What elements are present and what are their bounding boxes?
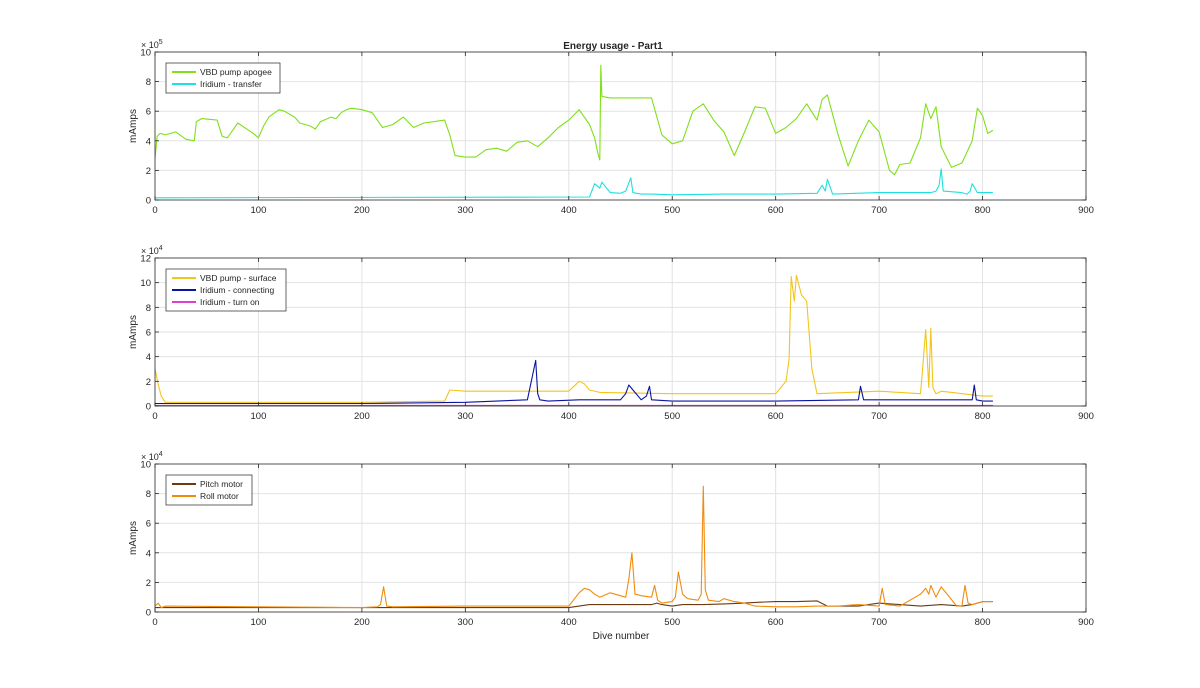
x-tick-label: 500 [664, 205, 680, 216]
x-tick-label: 400 [561, 205, 577, 216]
y-axis-label: mAmps [128, 315, 139, 349]
x-tick-label: 900 [1078, 205, 1094, 216]
x-tick-label: 200 [354, 205, 370, 216]
series-line-iridium-transfer [155, 168, 993, 199]
y-axis-label: mAmps [128, 109, 139, 143]
series-group [155, 274, 993, 406]
x-tick-label: 200 [354, 617, 370, 628]
legend: VBD pump - surface Iridium - connecting Ir… [165, 268, 287, 312]
x-tick-label: 700 [871, 205, 887, 216]
x-tick-label: 500 [664, 411, 680, 422]
legend-entry-label: VBD pump - surface [200, 273, 277, 283]
x-tick-label: 400 [561, 411, 577, 422]
y-tick-label: 4 [146, 548, 151, 559]
y-tick-label: 6 [146, 107, 151, 118]
y-tick-label: 0 [146, 402, 151, 413]
y-tick-label: 10 [140, 460, 151, 471]
plot-area [155, 464, 1086, 612]
figure-title: Energy usage - Part1 [563, 41, 663, 52]
y-tick-label: 8 [146, 489, 151, 500]
x-tick-label: 400 [561, 617, 577, 628]
x-tick-label: 300 [457, 205, 473, 216]
x-tick-label: 800 [975, 411, 991, 422]
plot-area [155, 52, 1086, 200]
x-tick-label: 100 [251, 411, 267, 422]
x-tick-label: 100 [251, 205, 267, 216]
axes-box [154, 51, 1087, 201]
x-tick-label: 600 [768, 205, 784, 216]
y-exponent-label: × 104 [141, 451, 163, 462]
y-tick-label: 6 [146, 328, 151, 339]
series-line-vbd-pump-apogee [155, 64, 994, 176]
y-axis-label: mAmps [128, 521, 139, 555]
x-tick-label: 700 [871, 411, 887, 422]
x-tick-label: 300 [457, 617, 473, 628]
legend-entry-label: VBD pump apogee [200, 67, 272, 77]
axes-box [154, 463, 1087, 613]
x-tick-label: 0 [152, 205, 157, 216]
legend-entry-label: Roll motor [200, 491, 239, 501]
x-tick-label: 600 [768, 617, 784, 628]
y-tick-label: 8 [146, 77, 151, 88]
x-tick-label: 900 [1078, 411, 1094, 422]
x-tick-label: 0 [152, 617, 157, 628]
legend-entry-label: Iridium - connecting [200, 285, 274, 295]
y-tick-label: 12 [140, 254, 151, 265]
legend-box [165, 474, 253, 506]
x-axis-label: Dive number [593, 631, 650, 642]
y-tick-label: 2 [146, 578, 151, 589]
x-tick-label: 600 [768, 411, 784, 422]
series-group [155, 485, 993, 609]
y-tick-label: 10 [140, 278, 151, 289]
legend: Pitch motor Roll motor [165, 474, 253, 506]
series-line-vbd-pump-surface [155, 274, 993, 403]
series-line-roll-motor [155, 485, 993, 609]
series-group [155, 64, 994, 199]
legend-box [165, 62, 281, 94]
y-tick-label: 4 [146, 136, 151, 147]
y-tick-label: 0 [146, 608, 151, 619]
chart-panel-1: 0 100 200 300 400 500 600 700 800 900 0 2 4 6 8 10× 105… [128, 39, 1094, 216]
chart-panel-2: 0 100 200 300 400 500 600 700 800 900 0 2 4 6 8 10 12× 1… [128, 245, 1094, 422]
legend-entry-label: Pitch motor [200, 479, 243, 489]
y-tick-label: 4 [146, 352, 151, 363]
y-exponent-label: × 105 [141, 39, 163, 50]
legend-entry-label: Iridium - transfer [200, 79, 262, 89]
legend-entry-label: Iridium - turn on [200, 297, 260, 307]
x-tick-label: 500 [664, 617, 680, 628]
y-exponent-label: × 104 [141, 245, 163, 256]
x-tick-label: 0 [152, 411, 157, 422]
x-tick-label: 800 [975, 205, 991, 216]
x-tick-label: 700 [871, 617, 887, 628]
y-tick-label: 2 [146, 166, 151, 177]
y-tick-label: 2 [146, 377, 151, 388]
chart-panel-3: 0 100 200 300 400 500 600 700 800 900 0 2 4 6 8 10× 104… [128, 451, 1094, 628]
y-tick-label: 10 [140, 48, 151, 59]
x-tick-label: 900 [1078, 617, 1094, 628]
y-tick-label: 6 [146, 519, 151, 530]
series-line-iridium-connecting [155, 359, 993, 405]
y-tick-label: 0 [146, 196, 151, 207]
legend: VBD pump apogee Iridium - transfer [165, 62, 281, 94]
x-tick-label: 800 [975, 617, 991, 628]
y-tick-label: 8 [146, 303, 151, 314]
x-tick-label: 200 [354, 411, 370, 422]
x-tick-label: 300 [457, 411, 473, 422]
x-tick-label: 100 [251, 617, 267, 628]
